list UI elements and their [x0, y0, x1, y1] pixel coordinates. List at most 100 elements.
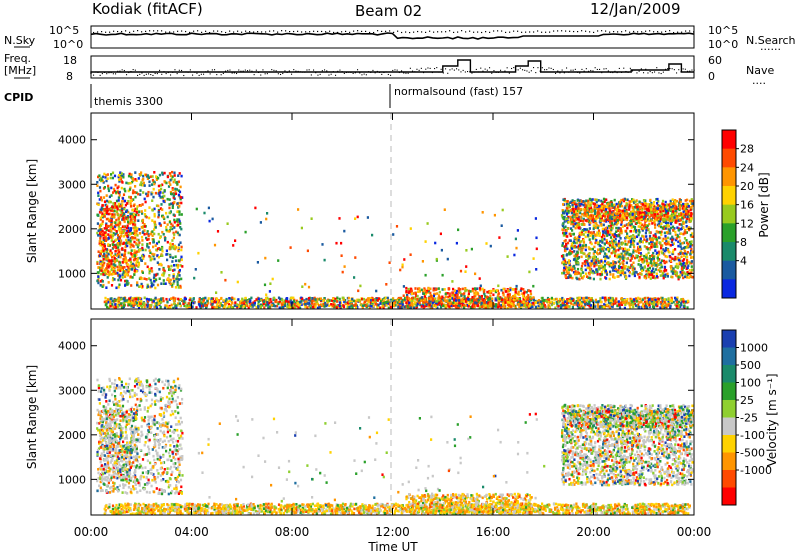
echo-cell [378, 297, 381, 300]
echo-cell [574, 226, 577, 230]
echo-cell [241, 303, 244, 307]
echo-cell [177, 246, 180, 249]
echo-cell [419, 299, 422, 302]
echo-cell [169, 178, 172, 182]
echo-cell [134, 185, 137, 188]
echo-cell [457, 306, 460, 310]
echo-cell [128, 188, 132, 191]
echo-cell [168, 247, 171, 251]
echo-cell [599, 297, 602, 300]
echo-cell [672, 300, 675, 304]
echo-cell [253, 303, 256, 307]
echo-cell [691, 268, 694, 272]
echo-cell [151, 257, 154, 261]
nave-dot [693, 69, 695, 71]
echo-cell [401, 303, 404, 306]
echo-cell [149, 175, 152, 178]
echo-cell [166, 240, 169, 244]
echo-cell [298, 304, 301, 307]
echo-cell [174, 259, 178, 263]
echo-cell [292, 299, 296, 303]
echo-cell [678, 223, 681, 226]
echo-cell [123, 199, 127, 203]
echo-cell [670, 301, 673, 305]
echo-cell [677, 277, 680, 281]
echo-cell [450, 304, 453, 307]
echo-cell [582, 252, 585, 255]
echo-cell [620, 269, 623, 273]
echo-cell [650, 298, 654, 301]
echo-cell [103, 261, 106, 265]
noise-search-dot [417, 30, 419, 33]
echo-cell [116, 242, 119, 245]
echo-cell [128, 195, 131, 199]
power-scatter [96, 170, 694, 310]
echo-cell [605, 253, 608, 256]
echo-cell [168, 280, 171, 283]
echo-cell [575, 245, 578, 249]
noise-search-dot [121, 30, 123, 33]
echo-cell [134, 219, 137, 222]
echo-cell [601, 296, 604, 300]
echo-cell [169, 183, 172, 186]
noise-search-dot [269, 30, 271, 32]
echo-cell [540, 305, 543, 309]
echo-cell [455, 302, 458, 305]
echo-cell [612, 223, 615, 227]
echo-cell [155, 175, 158, 178]
noise-search-dot [661, 31, 663, 33]
echo-cell [448, 295, 451, 298]
echo-cell [96, 260, 99, 264]
echo-cell [503, 298, 506, 301]
echo-cell [139, 304, 142, 307]
echo-cell [403, 298, 406, 301]
echo-cell [173, 268, 176, 272]
nave-dot [99, 74, 101, 76]
echo-cell [423, 287, 426, 290]
echo-cell [157, 204, 160, 208]
echo-cell [666, 255, 669, 259]
echo-cell [101, 220, 104, 223]
echo-cell [133, 249, 136, 252]
echo-cell [651, 245, 654, 248]
echo-cell [105, 211, 108, 214]
nave-dot [561, 69, 563, 71]
echo-cell [177, 223, 180, 227]
echo-cell [127, 251, 130, 255]
echo-cell [480, 303, 483, 306]
echo-cell [157, 176, 160, 180]
echo-cell [627, 214, 630, 217]
echo-cell [588, 210, 591, 214]
echo-cell [164, 304, 167, 307]
echo-cell [172, 201, 175, 205]
echo-cell [379, 306, 382, 310]
echo-cell [667, 304, 670, 307]
echo-cell [110, 251, 113, 255]
echo-cell [180, 227, 183, 231]
echo-cell [581, 213, 584, 216]
echo-cell [587, 232, 590, 235]
echo-cell [275, 304, 279, 308]
echo-cell [530, 297, 533, 300]
echo-cell [570, 220, 573, 223]
echo-cell [410, 299, 413, 303]
echo-cell [616, 304, 619, 308]
echo-cell [132, 245, 135, 248]
echo-cell [115, 218, 118, 222]
echo-cell [634, 297, 637, 300]
nave-dot [577, 71, 579, 73]
echo-cell [463, 295, 466, 298]
echo-cell [157, 255, 161, 259]
echo-cell [206, 299, 209, 303]
echo-cell [118, 276, 121, 279]
echo-cell [569, 201, 572, 204]
echo-cell [448, 292, 451, 295]
echo-cell [145, 297, 148, 301]
echo-cell [103, 273, 106, 277]
nave-dot [101, 73, 103, 75]
noise-search-dot [665, 30, 667, 33]
noise-search-dot [109, 31, 111, 33]
beam-title: Beam 02 [355, 2, 422, 20]
echo-cell [130, 304, 133, 308]
